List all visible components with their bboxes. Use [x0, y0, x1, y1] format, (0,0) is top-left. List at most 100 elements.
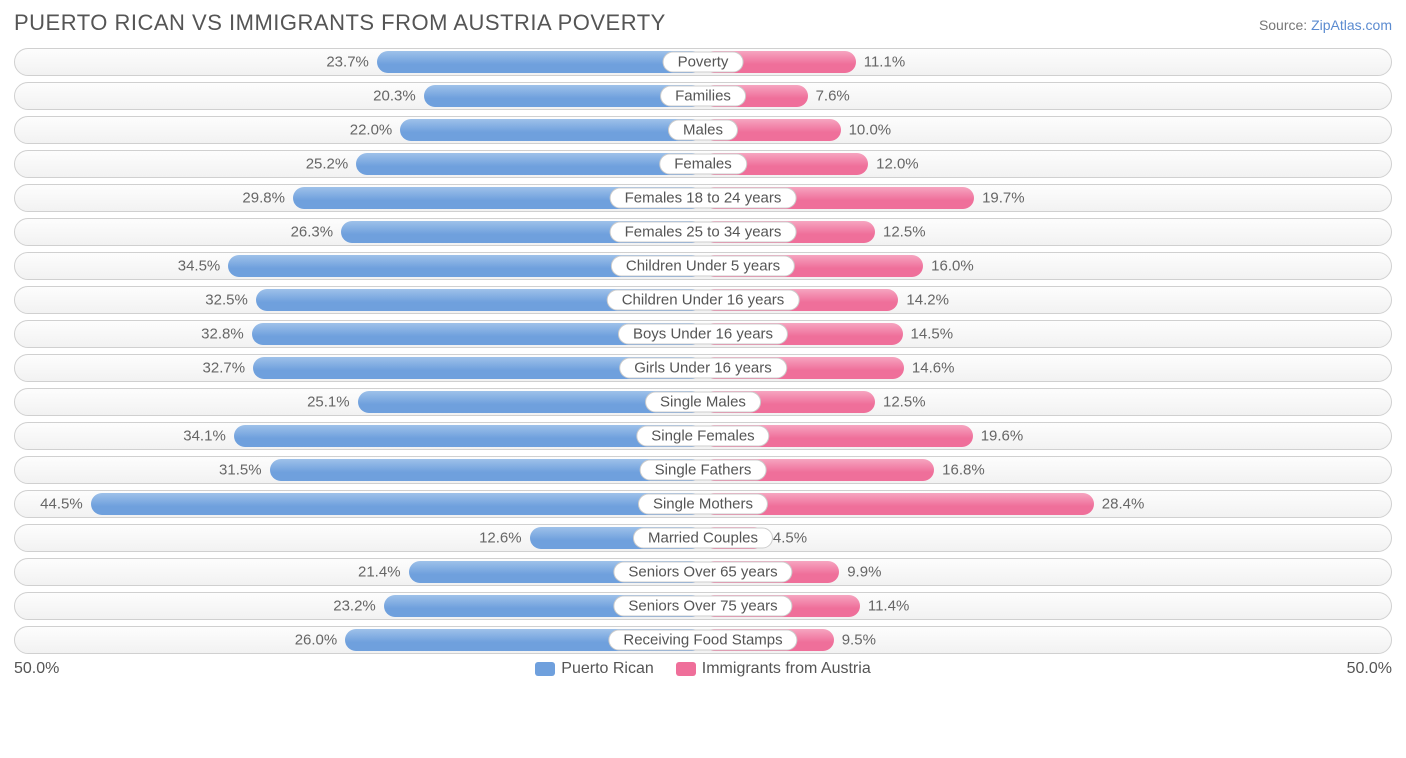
legend-label-right: Immigrants from Austria: [702, 660, 871, 678]
row-left-half: 21.4%: [15, 561, 703, 583]
chart-row: 25.2% 12.0% Females: [14, 150, 1392, 178]
legend-item-right: Immigrants from Austria: [676, 660, 871, 678]
value-left: 23.2%: [333, 598, 376, 615]
value-right: 14.2%: [906, 292, 949, 309]
chart-source: Source: ZipAtlas.com: [1259, 17, 1392, 33]
chart-header: PUERTO RICAN VS IMMIGRANTS FROM AUSTRIA …: [14, 10, 1392, 36]
row-right-half: 14.6%: [703, 357, 1391, 379]
row-right-half: 11.4%: [703, 595, 1391, 617]
row-right-half: 11.1%: [703, 51, 1391, 73]
row-right-half: 14.2%: [703, 289, 1391, 311]
row-right-half: 16.8%: [703, 459, 1391, 481]
row-category-label: Single Mothers: [638, 494, 768, 515]
legend-item-left: Puerto Rican: [535, 660, 654, 678]
value-right: 12.5%: [883, 394, 926, 411]
value-right: 19.7%: [982, 190, 1025, 207]
chart-row: 25.1%12.5%Single Males: [14, 388, 1392, 416]
value-left: 26.3%: [291, 224, 334, 241]
row-right-half: 19.6%: [703, 425, 1391, 447]
row-left-half: 22.0%: [15, 119, 703, 141]
chart-row: 22.0%10.0%Males: [14, 116, 1392, 144]
value-left: 20.3%: [373, 88, 416, 105]
row-category-label: Children Under 16 years: [607, 290, 800, 311]
row-left-half: 12.6%: [15, 527, 703, 549]
value-left: 44.5%: [40, 496, 83, 513]
value-right: 14.5%: [911, 326, 954, 343]
row-left-half: 34.1%: [15, 425, 703, 447]
row-left-half: 29.8%: [15, 187, 703, 209]
source-link[interactable]: ZipAtlas.com: [1311, 17, 1392, 33]
row-left-half: 44.5%: [15, 493, 703, 515]
row-category-label: Females 18 to 24 years: [610, 188, 797, 209]
chart-row: 32.7%14.6%Girls Under 16 years: [14, 354, 1392, 382]
row-right-half: 10.0%: [703, 119, 1391, 141]
chart-row: 29.8% 19.7% Females 18 to 24 years: [14, 184, 1392, 212]
chart-row: 23.7%11.1%Poverty: [14, 48, 1392, 76]
row-left-half: 20.3%: [15, 85, 703, 107]
row-right-half: 19.7%: [703, 187, 1391, 209]
diverging-bar-chart: 23.7%11.1%Poverty20.3%7.6%Families22.0%1…: [14, 48, 1392, 654]
value-right: 9.5%: [842, 632, 876, 649]
bar-left: [377, 51, 703, 73]
row-category-label: Single Fathers: [640, 460, 767, 481]
chart-row: 26.3%12.5%Females 25 to 34 years: [14, 218, 1392, 246]
value-left: 26.0%: [295, 632, 338, 649]
value-right: 11.4%: [868, 598, 909, 615]
value-right: 14.6%: [912, 360, 955, 377]
bar-left: [356, 153, 703, 175]
axis-right-max: 50.0%: [1347, 660, 1392, 678]
value-left: 23.7%: [326, 54, 369, 71]
chart-row: 23.2% 11.4% Seniors Over 75 years: [14, 592, 1392, 620]
value-left: 31.5%: [219, 462, 262, 479]
row-category-label: Receiving Food Stamps: [608, 630, 797, 651]
bar-left: [400, 119, 703, 141]
row-right-half: 16.0%: [703, 255, 1391, 277]
row-right-half: 7.6%: [703, 85, 1391, 107]
row-category-label: Married Couples: [633, 528, 773, 549]
row-left-half: 26.0%: [15, 629, 703, 651]
value-right: 11.1%: [864, 54, 905, 71]
value-left: 34.5%: [178, 258, 221, 275]
legend: Puerto Rican Immigrants from Austria: [59, 660, 1346, 678]
value-right: 12.0%: [876, 156, 919, 173]
row-right-half: 12.0%: [703, 153, 1391, 175]
row-category-label: Females: [659, 154, 747, 175]
value-right: 16.0%: [931, 258, 974, 275]
row-category-label: Males: [668, 120, 738, 141]
row-left-half: 25.1%: [15, 391, 703, 413]
bar-left: [234, 425, 703, 447]
value-right: 9.9%: [847, 564, 881, 581]
row-left-half: 34.5%: [15, 255, 703, 277]
chart-row: 31.5% 16.8%Single Fathers: [14, 456, 1392, 484]
value-right: 4.5%: [773, 530, 807, 547]
chart-row: 26.0% 9.5% Receiving Food Stamps: [14, 626, 1392, 654]
row-left-half: 25.2%: [15, 153, 703, 175]
row-left-half: 32.7%: [15, 357, 703, 379]
value-left: 21.4%: [358, 564, 401, 581]
value-left: 25.1%: [307, 394, 350, 411]
value-right: 12.5%: [883, 224, 926, 241]
row-right-half: 14.5%: [703, 323, 1391, 345]
chart-row: 20.3% 7.6%Families: [14, 82, 1392, 110]
row-category-label: Families: [660, 86, 746, 107]
legend-swatch-right: [676, 662, 696, 676]
row-category-label: Children Under 5 years: [611, 256, 795, 277]
row-right-half: 9.9%: [703, 561, 1391, 583]
row-category-label: Seniors Over 75 years: [613, 596, 792, 617]
row-right-half: 9.5%: [703, 629, 1391, 651]
row-right-half: 28.4%: [703, 493, 1391, 515]
value-left: 32.8%: [201, 326, 244, 343]
value-right: 28.4%: [1102, 496, 1145, 513]
legend-label-left: Puerto Rican: [561, 660, 654, 678]
chart-title: PUERTO RICAN VS IMMIGRANTS FROM AUSTRIA …: [14, 10, 666, 36]
row-category-label: Seniors Over 65 years: [613, 562, 792, 583]
row-category-label: Boys Under 16 years: [618, 324, 788, 345]
chart-row: 32.8% 14.5% Boys Under 16 years: [14, 320, 1392, 348]
value-left: 34.1%: [183, 428, 226, 445]
row-left-half: 31.5%: [15, 459, 703, 481]
legend-swatch-left: [535, 662, 555, 676]
row-right-half: 12.5%: [703, 391, 1391, 413]
value-left: 32.5%: [205, 292, 248, 309]
value-left: 29.8%: [242, 190, 285, 207]
value-right: 19.6%: [981, 428, 1024, 445]
